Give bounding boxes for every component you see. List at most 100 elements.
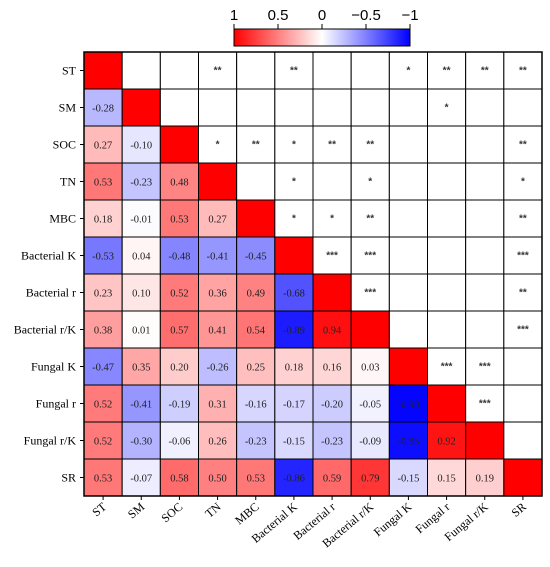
row-label: SR: [61, 471, 76, 485]
diagonal-cell: [312, 273, 352, 312]
correlation-value: 0.94: [323, 326, 342, 337]
correlation-cell: [427, 421, 467, 460]
column-label: SM: [125, 499, 148, 521]
significance-cell: [503, 421, 543, 460]
significance-label: **: [214, 66, 222, 77]
significance-cell: [236, 88, 276, 127]
significance-cell: [503, 236, 543, 275]
correlation-value: 0.92: [437, 437, 455, 448]
significance-cell: [427, 125, 467, 164]
correlation-cell: [236, 384, 276, 423]
correlation-value: 0.20: [170, 363, 188, 374]
significance-cell: [274, 162, 314, 201]
correlation-cell: [83, 88, 123, 127]
significance-cell: [159, 51, 199, 90]
correlation-value: -0.15: [283, 437, 305, 448]
row-label: Bacterial r/K: [14, 323, 77, 337]
column-label: ST: [89, 499, 109, 519]
significance-cell: [236, 51, 276, 90]
correlation-value: 0.26: [208, 437, 226, 448]
significance-label: *: [445, 103, 449, 114]
significance-cell: [312, 51, 352, 90]
colorbar-gradient: [233, 28, 411, 47]
colorbar-tick-label: −1: [401, 7, 418, 24]
significance-label: **: [443, 66, 451, 77]
correlation-value: 0.52: [170, 289, 188, 300]
significance-cell: [503, 310, 543, 349]
correlation-value: -0.17: [283, 400, 305, 411]
correlation-value: -0.68: [283, 289, 305, 300]
significance-cell: [388, 199, 429, 238]
correlation-value: -0.28: [92, 104, 114, 115]
row-label: ST: [62, 64, 77, 78]
significance-cell: [465, 162, 505, 201]
correlation-cell: [121, 421, 161, 460]
correlation-value: 0.53: [94, 474, 112, 485]
correlation-cell: [159, 421, 199, 460]
correlation-value: 0.27: [94, 141, 112, 152]
correlation-value: -0.23: [130, 178, 152, 189]
correlation-value: 0.48: [170, 178, 188, 189]
correlation-value: 0.41: [208, 326, 226, 337]
correlation-cell: [274, 310, 314, 349]
correlation-cell: [159, 384, 199, 423]
correlation-cell: [121, 162, 161, 201]
significance-label: **: [519, 66, 527, 77]
significance-label: *: [216, 140, 220, 151]
row-label: SOC: [53, 138, 76, 152]
significance-label: ***: [479, 362, 491, 373]
colorbar-tick-label: 0: [318, 7, 326, 24]
significance-label: *: [292, 140, 296, 151]
significance-label: ***: [441, 362, 453, 373]
column-label: Fungal K: [371, 499, 415, 539]
correlation-value: 0.36: [208, 289, 226, 300]
correlation-cell: [159, 273, 199, 312]
correlation-cell: [198, 310, 238, 349]
column-label: SOC: [158, 500, 185, 526]
correlation-value: 0.25: [247, 363, 265, 374]
diagonal-cell: [465, 421, 505, 460]
correlation-value: 0.54: [247, 326, 266, 337]
column-label: TN: [202, 499, 224, 520]
correlation-value: 0.31: [208, 400, 226, 411]
significance-cell: [427, 310, 467, 349]
colorbar-tick-label: −0.5: [351, 7, 381, 24]
correlation-value: 0.18: [285, 363, 303, 374]
significance-cell: [274, 88, 314, 127]
correlation-value: -0.47: [92, 363, 114, 374]
significance-cell: [198, 88, 238, 127]
significance-cell: [350, 199, 390, 238]
significance-label: **: [519, 140, 527, 151]
colorbar: 1 0.5 0 −0.5 −1: [230, 7, 419, 47]
significance-cell: [312, 199, 352, 238]
significance-label: *: [292, 177, 296, 188]
significance-cell: [350, 125, 390, 164]
colorbar-tick-label: 1: [230, 7, 238, 24]
significance-cell: [465, 273, 505, 312]
correlation-value: 0.04: [132, 252, 151, 263]
significance-cell: [159, 88, 199, 127]
correlation-value: -0.09: [359, 437, 381, 448]
significance-label: **: [366, 214, 374, 225]
correlation-value: -0.30: [130, 437, 152, 448]
significance-cell: [350, 162, 390, 201]
correlation-value: 0.10: [132, 289, 150, 300]
correlation-value: 0.53: [94, 178, 112, 189]
significance-label: *: [368, 177, 372, 188]
correlation-value: -0.48: [168, 252, 190, 263]
significance-cell: [236, 162, 276, 201]
significance-cell: [350, 88, 390, 127]
correlation-value: 0.53: [170, 215, 188, 226]
correlation-value: -0.53: [92, 252, 114, 263]
significance-cell: [350, 51, 390, 90]
correlation-cell: [198, 199, 238, 238]
significance-cell: [427, 199, 467, 238]
correlation-cell: [198, 236, 238, 275]
significance-label: *: [330, 214, 334, 225]
correlation-value: 0.50: [208, 474, 226, 485]
correlation-cell: [236, 273, 276, 312]
correlation-value: 0.57: [170, 326, 188, 337]
row-label: Fungal K: [31, 360, 76, 374]
